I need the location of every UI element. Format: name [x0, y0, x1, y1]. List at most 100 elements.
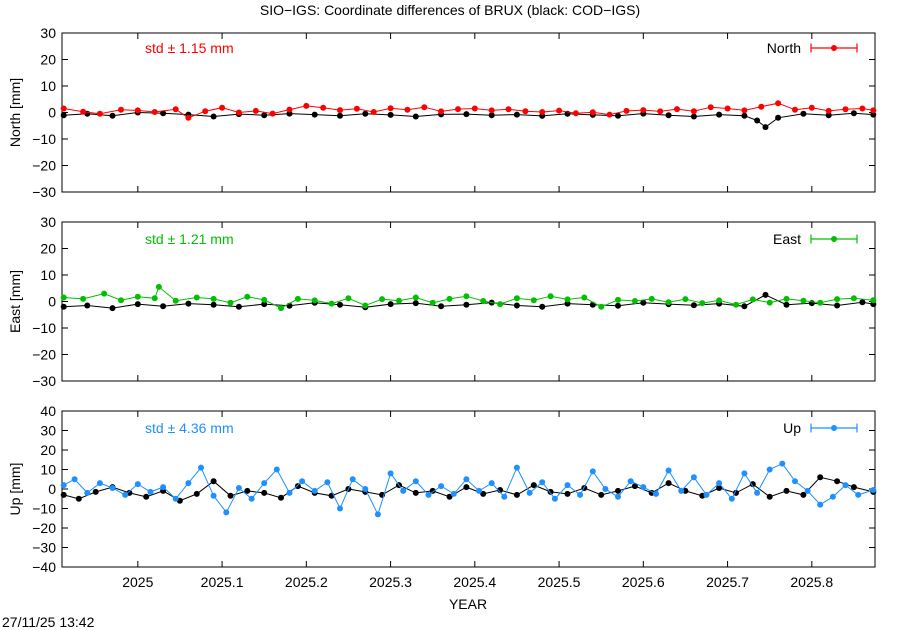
north-legend-label: North [767, 40, 801, 56]
up-cod-series-point [193, 490, 200, 497]
north-sio-series-point [792, 106, 798, 113]
east-sio-series-point [151, 295, 158, 302]
up-cod-series-point [850, 484, 857, 491]
up-ytick-label: −40 [32, 559, 56, 575]
north-cod-series-point [800, 110, 807, 117]
up-cod-series-point [716, 485, 723, 491]
north-plot-content: 30 20 10 0 −10 −20 −30 [32, 25, 877, 200]
east-ytick-label: −20 [32, 347, 56, 363]
north-cod-series-point [261, 112, 268, 119]
north-sio-series-point [96, 110, 103, 117]
north-sio-series-point [775, 100, 782, 107]
up-sio-series-point [513, 464, 520, 471]
east-sio-series-point [172, 297, 179, 304]
east-sio-series-point [699, 300, 706, 307]
east-sio-series-point [446, 295, 453, 302]
east-cod-series-point [513, 302, 520, 309]
up-sio-series-point [273, 466, 280, 473]
up-sio-series-point [792, 478, 798, 485]
east-cod-series-point [185, 300, 192, 307]
east-sio-series-point [497, 301, 504, 308]
up-cod-series-point [513, 491, 520, 498]
x-tick-label: 2025.3 [369, 574, 412, 590]
up-cod-series-point [834, 478, 841, 485]
up-sio-series-point [665, 467, 672, 474]
up-sio-series-point [223, 509, 230, 516]
north-sio-series-point [707, 104, 714, 111]
up-cod-series-point [800, 491, 807, 498]
north-sio-series-point [172, 106, 179, 113]
up-ytick-label: −10 [32, 501, 56, 517]
up-sio-series-point [501, 493, 508, 500]
up-cod-series-point [480, 490, 487, 497]
up-sio-series-point [779, 460, 786, 467]
up-cod-series-point [783, 487, 790, 494]
x-tick-label: 2025.8 [790, 574, 833, 590]
east-legend-marker [831, 236, 837, 242]
east-sio-series-point [716, 297, 723, 304]
up-sio-series-point [615, 493, 621, 500]
up-sio-series-point [450, 490, 457, 497]
up-cod-series-point [564, 490, 571, 497]
north-cod-series-point [825, 112, 832, 119]
east-sio-series-point [412, 294, 419, 301]
east-cod-series-point [60, 303, 67, 310]
east-cod-series-point [387, 301, 394, 308]
up-sio-series-point [185, 480, 192, 487]
up-sio-series-point [564, 482, 571, 489]
east-cod-series-point [438, 303, 445, 310]
east-sio-series-point [261, 296, 268, 303]
north-cod-series-point [60, 112, 67, 119]
north-sio-series-point [303, 102, 310, 109]
up-sio-series-point [754, 489, 761, 496]
up-cod-series-point [665, 480, 672, 487]
up-sio-series-point [172, 495, 179, 502]
north-sio-series-point [589, 109, 596, 116]
north-cod-series-point [665, 112, 672, 119]
north-cod-series-point [412, 113, 419, 120]
north-sio-series-point [421, 104, 428, 111]
up-sio-series-point [703, 491, 710, 498]
up-sio-series-point [653, 490, 659, 497]
north-sio-series-point [337, 107, 343, 114]
x-tick-label: 2025.4 [453, 574, 496, 590]
east-sio-series-point [581, 294, 588, 301]
north-ytick-label: −20 [32, 158, 56, 174]
up-sio-series-point [640, 484, 647, 491]
up-sio-series-point [299, 478, 306, 485]
up-ytick-label: −20 [32, 520, 56, 536]
up-sio-series-point [690, 474, 697, 481]
up-legend-marker [831, 425, 837, 431]
up-ytick-label: 40 [40, 403, 56, 419]
east-sio-series-point [80, 295, 87, 302]
up-sio-series-point [198, 464, 204, 471]
north-sio-series-point [505, 106, 512, 113]
north-sio-series-point [623, 107, 630, 114]
up-sio-series-point [589, 468, 596, 475]
east-sio-series-point [193, 294, 200, 301]
up-cod-series-point [631, 483, 638, 490]
east-ytick-label: 10 [40, 267, 56, 283]
east-sio-series-point [598, 303, 605, 310]
north-sio-series-point [269, 110, 276, 117]
up-sio-series-point [766, 466, 773, 473]
up-sio-series-point [311, 487, 318, 494]
up-sio-series-point [728, 495, 735, 502]
north-sio-series-point [556, 107, 563, 114]
east-cod-series-point [539, 303, 546, 310]
up-sio-series-point [577, 491, 584, 498]
up-ytick-label: 30 [40, 423, 56, 439]
north-sio-series-point [404, 106, 411, 113]
east-sio-series-point [530, 297, 537, 304]
east-sio-series-point [345, 295, 352, 302]
footer-timestamp: 27/11/25 13:42 [2, 614, 95, 630]
north-sio-series-point [455, 106, 461, 113]
north-sio-series-point [185, 114, 192, 121]
east-sio-series-point [60, 294, 67, 301]
north-legend-marker [831, 45, 837, 51]
north-cod-series-point [109, 112, 116, 119]
east-cod-series-point [463, 301, 470, 308]
east-sio-series-point [513, 295, 520, 302]
north-sio-series-point [690, 108, 697, 115]
north-sio-series-point [252, 107, 259, 114]
